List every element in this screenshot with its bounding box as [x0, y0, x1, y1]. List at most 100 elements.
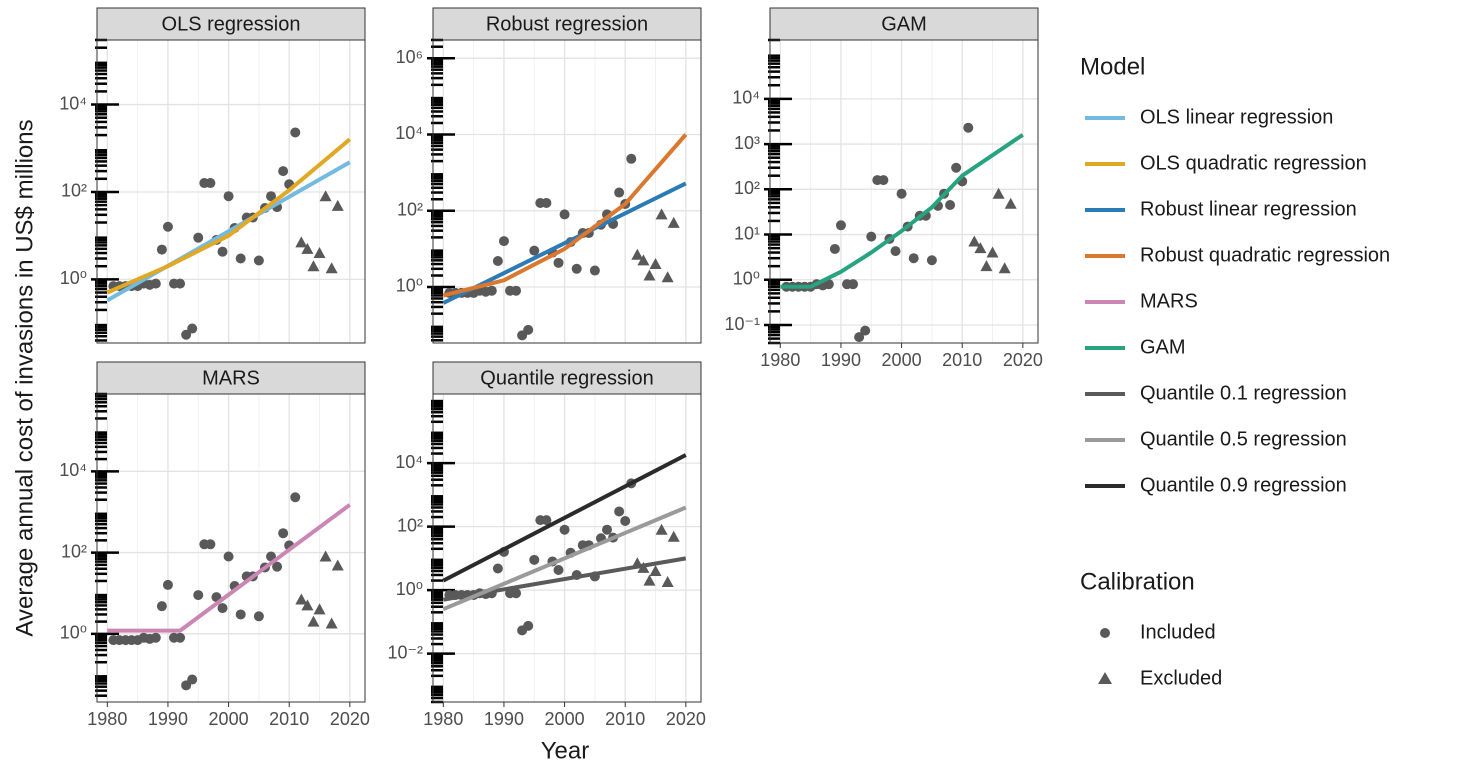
x-axis-title: Year: [541, 737, 590, 764]
fit-line: [780, 133, 1024, 289]
y-tick-label: 10²: [397, 515, 423, 535]
y-tick-label: 10²: [734, 178, 760, 198]
legend-label: MARS: [1140, 290, 1198, 312]
x-tick-label: 1990: [484, 709, 524, 729]
y-tick-label: 10⁻¹: [724, 314, 760, 334]
point: [529, 245, 540, 256]
point: [553, 257, 564, 268]
point: [571, 263, 582, 274]
legend-title: Model: [1080, 53, 1145, 80]
panel-border: [96, 393, 366, 703]
legend-label: Robust quadratic regression: [1140, 244, 1390, 266]
y-tick-label: 10⁰: [396, 579, 423, 599]
point: [205, 178, 216, 189]
point: [945, 199, 956, 210]
fit-line: [442, 505, 687, 612]
point: [278, 528, 289, 539]
point: [331, 559, 344, 571]
point: [553, 565, 564, 576]
legend-label: GAM: [1140, 336, 1186, 358]
x-tick-label: 1990: [821, 350, 861, 370]
legend-title: Calibration: [1080, 568, 1195, 595]
point: [661, 576, 674, 588]
y-axis-title: Average annual cost of invasions in US$ …: [11, 119, 38, 636]
point: [614, 187, 625, 198]
point: [589, 265, 600, 276]
facet: OLS regression 10⁰ 10² 10⁴: [59, 7, 366, 344]
point: [295, 593, 308, 605]
legend-label: Quantile 0.9 regression: [1140, 474, 1347, 496]
x-tick-label: 2010: [605, 709, 645, 729]
point: [649, 565, 662, 577]
y-tick-label: 10²: [61, 181, 87, 201]
y-tick-label: 10¹: [734, 223, 760, 243]
point: [523, 620, 534, 631]
point: [290, 492, 301, 503]
point: [150, 278, 161, 289]
x-tick-label: 2020: [666, 709, 706, 729]
point: [655, 208, 668, 220]
facet: Robust regression 10⁰ 10² 10⁴ 10⁶: [395, 7, 702, 344]
point: [667, 530, 680, 542]
panel-bg: [97, 394, 365, 702]
y-tick-label: 10⁴: [59, 93, 87, 113]
x-tick-label: 1980: [423, 709, 463, 729]
y-tick-label: 10³: [734, 133, 760, 153]
point: [511, 285, 522, 296]
point: [637, 254, 650, 266]
x-tick-label: 2000: [209, 709, 249, 729]
fit-line: [442, 133, 688, 298]
y-tick-label: 10⁴: [395, 123, 423, 143]
point: [854, 332, 865, 343]
facet: GAM 1980 1990 2000 2010 2020 10⁻¹ 10⁰ 10¹ 10² 10³ 1…: [724, 7, 1043, 370]
strip: [432, 361, 702, 395]
y-tick-label: 10⁰: [60, 623, 87, 643]
point: [331, 199, 344, 211]
point: [205, 539, 216, 550]
x-tick-label: 1990: [148, 709, 188, 729]
point: [974, 242, 987, 254]
y-tick-label: 10⁴: [395, 452, 423, 472]
legend-label: Excluded: [1140, 667, 1222, 689]
legend-label: Included: [1140, 621, 1216, 643]
point: [926, 255, 937, 266]
point: [313, 247, 326, 259]
fit-line: [442, 453, 687, 583]
point: [823, 279, 834, 290]
x-tick-label: 2020: [1003, 350, 1043, 370]
panel-border: [432, 39, 702, 344]
x-tick-label: 2010: [269, 709, 309, 729]
point: [951, 162, 962, 173]
point: [181, 329, 192, 340]
y-tick-label: 10⁰: [396, 276, 423, 296]
point: [980, 260, 993, 272]
legend-label: Quantile 0.5 regression: [1140, 428, 1347, 450]
point: [541, 515, 552, 526]
point: [511, 588, 522, 599]
fit-line: [442, 181, 687, 305]
x-tick-label: 2000: [545, 709, 585, 729]
strip-title: OLS regression: [162, 13, 301, 35]
point: [313, 603, 326, 615]
facet: MARS 1980 1990 2000 2010 2020 10⁰ 10² 10⁴: [59, 361, 370, 729]
point: [529, 554, 540, 565]
point: [162, 579, 173, 590]
point: [235, 609, 246, 620]
point: [253, 255, 264, 266]
point: [620, 516, 631, 527]
point: [498, 236, 509, 247]
point: [325, 262, 338, 274]
point: [235, 253, 246, 264]
point: [307, 260, 320, 272]
x-tick-label: 2000: [882, 350, 922, 370]
strip-title: Quantile regression: [480, 367, 653, 389]
point: [896, 188, 907, 199]
point: [319, 550, 332, 562]
x-tick-label: 2020: [330, 709, 370, 729]
point: [667, 216, 680, 228]
point: [223, 551, 234, 562]
point: [217, 246, 228, 257]
point: [156, 244, 167, 255]
point: [523, 324, 534, 335]
